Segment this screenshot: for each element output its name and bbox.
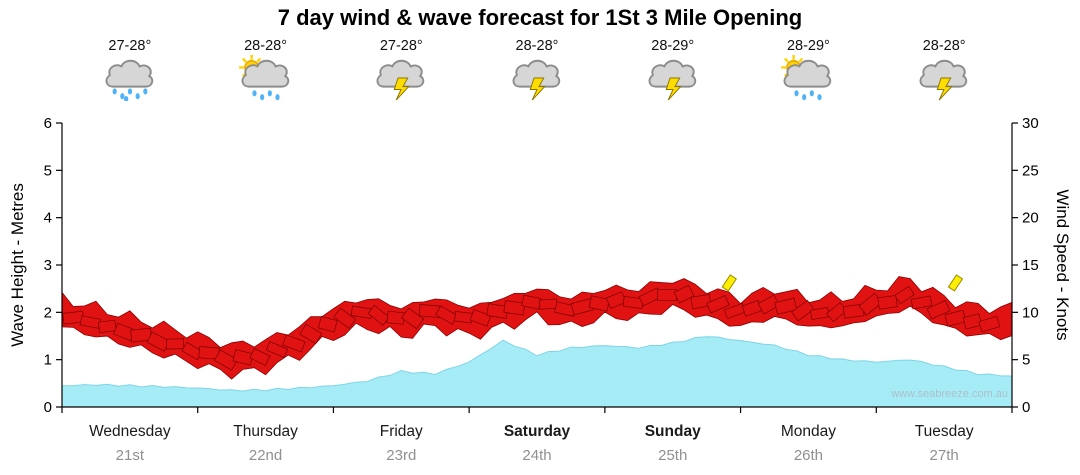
- wind-barb: [706, 295, 730, 314]
- gust-flag-icon: [947, 274, 964, 292]
- day-name-label: Saturday: [504, 423, 571, 440]
- wind-barb: [486, 303, 509, 319]
- left-tick-label: 6: [44, 115, 52, 132]
- wind-barb: [791, 299, 815, 322]
- right-tick-label: 15: [1022, 257, 1039, 274]
- wind-barb: [978, 315, 1001, 333]
- right-tick-label: 25: [1022, 162, 1039, 179]
- day-date-label: 24th: [522, 447, 551, 464]
- wind-barb: [877, 295, 898, 310]
- left-tick-label: 3: [44, 257, 52, 274]
- wind-barb: [333, 307, 357, 329]
- left-tick-label: 5: [44, 162, 52, 179]
- wind-barb: [213, 349, 238, 371]
- sun-rain-icon: [781, 55, 835, 101]
- wind-barb: [554, 301, 577, 317]
- wind-barb: [79, 315, 101, 329]
- temperature-label: 27-28°: [379, 38, 423, 54]
- wind-barb: [166, 338, 185, 350]
- wind-barb: [317, 316, 338, 333]
- wind-barb: [673, 284, 695, 304]
- day-date-label: 27th: [930, 447, 959, 464]
- wind-barb: [894, 285, 915, 305]
- wind-barb: [249, 348, 271, 366]
- sun-rain-icon: [238, 55, 293, 101]
- wind-barb: [435, 305, 458, 325]
- wind-barb: [503, 300, 526, 316]
- wind-barb: [910, 295, 933, 310]
- wind-barb: [469, 309, 492, 327]
- day-name-label: Friday: [380, 423, 423, 440]
- watermark-text: www.seabreeze.com.au: [891, 388, 1008, 400]
- storm-icon: [917, 55, 971, 101]
- wind-barb: [265, 341, 289, 358]
- day-date-label: 21st: [116, 447, 145, 464]
- wind-barb: [401, 307, 425, 330]
- wind-barb: [232, 349, 254, 366]
- temperature-label: 28-28°: [922, 38, 966, 54]
- rain-icon: [103, 55, 157, 103]
- temperature-label: 28-28°: [244, 38, 287, 54]
- wind-barb: [570, 298, 594, 316]
- wind-barb: [299, 323, 323, 345]
- wind-barb: [98, 319, 117, 333]
- wind-barb: [113, 322, 136, 342]
- page-title: 7 day wind & wave forecast for 1St 3 Mil…: [277, 5, 803, 30]
- wind-barb: [367, 304, 390, 326]
- wind-barb: [588, 295, 610, 312]
- day-name-label: Thursday: [233, 423, 298, 440]
- wind-barb: [350, 305, 373, 319]
- left-tick-label: 0: [44, 399, 52, 416]
- right-tick-label: 10: [1022, 304, 1039, 321]
- wind-barb: [146, 331, 170, 352]
- day-name-label: Wednesday: [89, 423, 171, 440]
- wind-barb: [622, 296, 644, 309]
- wind-barb: [842, 303, 865, 319]
- day-name-label: Sunday: [645, 423, 701, 440]
- wind-barb: [539, 298, 558, 310]
- wind-barb: [282, 334, 306, 353]
- wave-height-area: [61, 336, 1013, 408]
- storm-icon: [374, 55, 428, 101]
- right-tick-label: 0: [1022, 399, 1030, 416]
- temperature-label: 28-29°: [651, 38, 695, 54]
- wind-barb: [418, 304, 441, 318]
- day-date-label: 26th: [794, 447, 823, 464]
- left-tick-label: 4: [44, 210, 52, 227]
- right-tick-label: 30: [1022, 115, 1039, 132]
- day-date-label: 22nd: [249, 447, 282, 464]
- wind-barb: [657, 288, 677, 302]
- left-tick-label: 2: [44, 304, 52, 321]
- temperature-label: 28-28°: [515, 38, 559, 54]
- right-tick-label: 20: [1022, 210, 1039, 227]
- day-name-label: Monday: [781, 423, 836, 440]
- temperature-label: 27-28°: [108, 38, 152, 54]
- wind-barb: [454, 311, 473, 324]
- storm-icon: [510, 55, 564, 101]
- wind-barb: [386, 310, 405, 325]
- right-tick-label: 5: [1022, 352, 1030, 369]
- gust-flag-icon: [721, 274, 737, 292]
- day-date-label: 23rd: [386, 447, 416, 464]
- temperature-label: 28-29°: [786, 38, 830, 54]
- wind-barb: [521, 294, 542, 310]
- wind-barb: [926, 300, 951, 320]
- storm-icon: [646, 55, 700, 101]
- day-name-label: Tuesday: [915, 423, 974, 440]
- day-date-label: 25th: [658, 447, 687, 464]
- wind-barb: [181, 341, 203, 361]
- left-tick-label: 1: [44, 352, 52, 369]
